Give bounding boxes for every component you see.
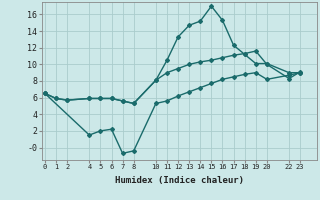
X-axis label: Humidex (Indice chaleur): Humidex (Indice chaleur)	[115, 176, 244, 185]
